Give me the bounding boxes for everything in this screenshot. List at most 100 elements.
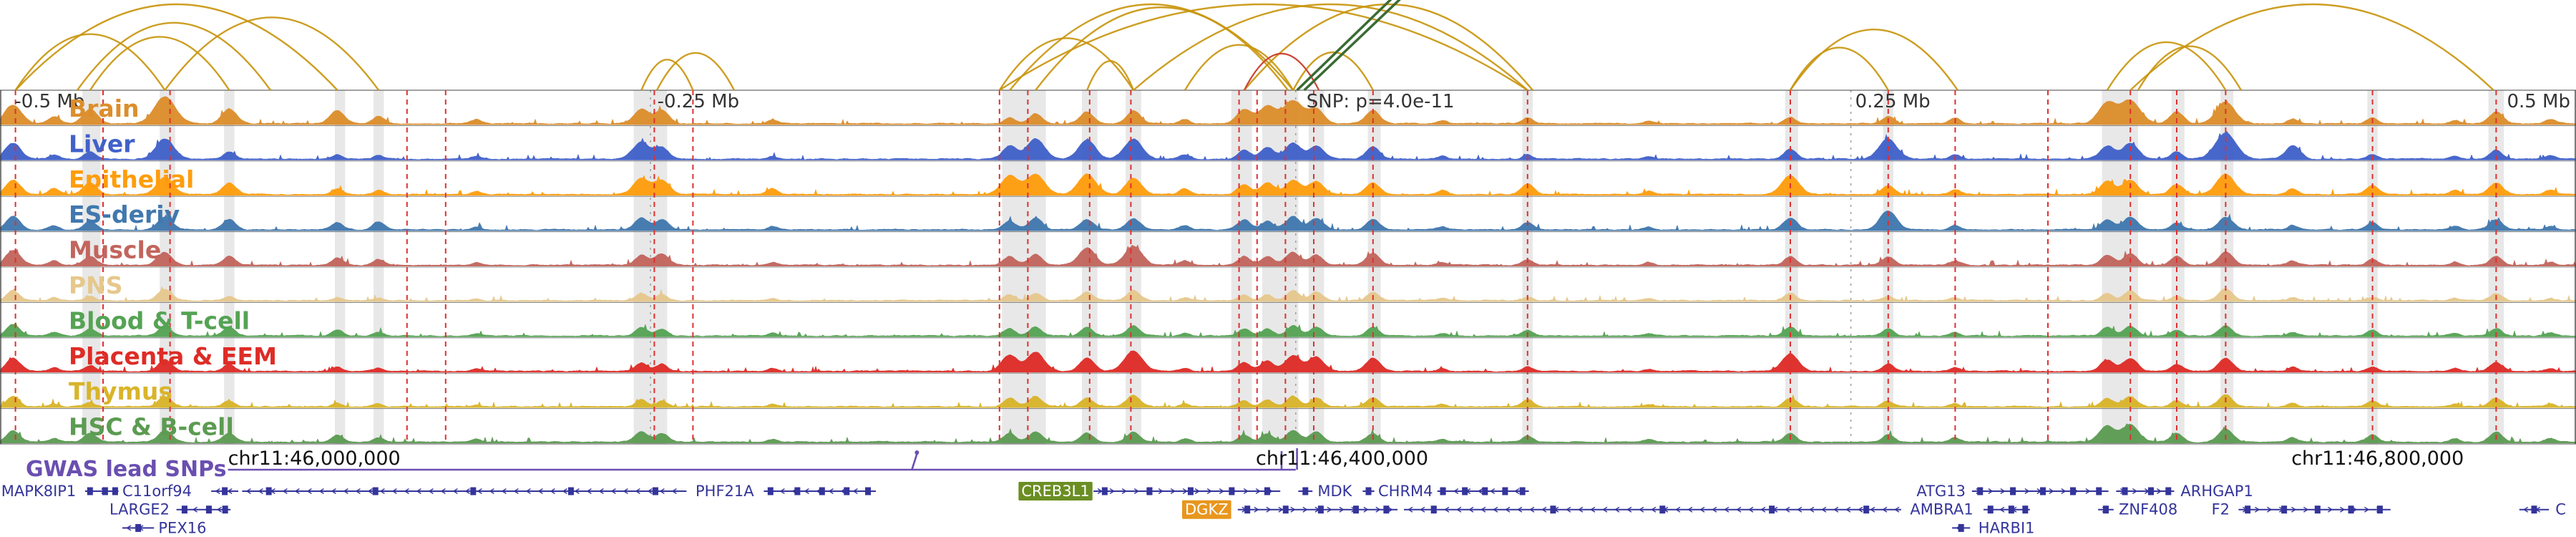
- gene-strand-arrow: [779, 488, 785, 494]
- gene-strand-arrow: [623, 488, 628, 494]
- track-label-Epithelial[interactable]: Epithelial: [69, 165, 194, 193]
- gene-exon: [1101, 487, 1108, 495]
- position-label: SNP: p=4.0e-11: [1307, 91, 1455, 112]
- gene-label-MDK[interactable]: MDK: [1317, 483, 1352, 500]
- gene-exon: [2531, 505, 2537, 514]
- gene-label-LARGE2[interactable]: LARGE2: [109, 501, 170, 518]
- signal-track-Muscle[interactable]: [0, 244, 2576, 266]
- gene-label-MAPK8IP1[interactable]: MAPK8IP1: [1, 483, 77, 500]
- gene-strand-arrow: [2049, 488, 2054, 494]
- gwas-snp-tick[interactable]: [911, 453, 918, 470]
- gene-label-ARHGAP1[interactable]: ARHGAP1: [2180, 483, 2253, 500]
- gene-label-PEX16[interactable]: PEX16: [158, 519, 206, 536]
- gene-strand-arrow: [1407, 506, 1413, 513]
- gene-strand-arrow: [2061, 488, 2067, 494]
- gene-exon: [1987, 505, 1994, 514]
- gene-label-ATG13[interactable]: ATG13: [1916, 483, 1966, 500]
- gene-exon: [1244, 505, 1251, 514]
- gene-exon: [87, 487, 93, 495]
- gene-exon: [1352, 505, 1359, 514]
- gene-strand-arrow: [216, 506, 222, 513]
- gene-strand-arrow: [1785, 506, 1790, 513]
- signal-track-Brain[interactable]: [0, 96, 2576, 125]
- gene-strand-arrow: [1194, 488, 1201, 494]
- gene-strand-arrow: [513, 488, 519, 494]
- gene-label-HARBI1[interactable]: HARBI1: [1979, 519, 2035, 536]
- gene-strand-arrow: [1760, 506, 1766, 513]
- signal-track-PNS[interactable]: [0, 286, 2576, 302]
- gene-label-C[interactable]: C: [2555, 501, 2566, 518]
- gene-label-CREB3L1[interactable]: CREB3L1: [1021, 483, 1089, 500]
- gene-strand-arrow: [1517, 506, 1523, 513]
- gene-strand-arrow: [1182, 488, 1189, 494]
- gene-label-F2[interactable]: F2: [2212, 501, 2230, 518]
- signal-track-HSC & B-cell[interactable]: [0, 423, 2576, 443]
- gene-strand-arrow: [2024, 488, 2030, 494]
- gene-exon: [372, 487, 379, 495]
- gene-label-CHRM4[interactable]: CHRM4: [1378, 483, 1433, 500]
- gene-strand-arrow: [1748, 506, 1754, 513]
- track-label-Thymus[interactable]: Thymus: [69, 377, 172, 405]
- gene-strand-arrow: [1626, 506, 1632, 513]
- gene-strand-arrow: [1894, 506, 1900, 513]
- signal-track-Thymus[interactable]: [0, 392, 2576, 408]
- gene-label-DGKZ[interactable]: DGKZ: [1185, 501, 1229, 518]
- track-label-Liver[interactable]: Liver: [69, 130, 135, 158]
- gene-exon: [2008, 505, 2014, 514]
- gene-strand-arrow: [2000, 488, 2006, 494]
- gene-exon: [1519, 487, 1526, 495]
- gene-strand-arrow: [537, 488, 543, 494]
- offscreen-interaction-link: [1296, 0, 1392, 92]
- interaction-arc: [2129, 3, 2494, 91]
- signal-track-Blood & T-cell[interactable]: [0, 321, 2576, 337]
- signal-track-Placenta & EEM[interactable]: [0, 350, 2576, 373]
- gene-strand-arrow: [2328, 506, 2333, 513]
- gene-strand-arrow: [1493, 506, 1498, 513]
- signal-track-Liver[interactable]: [0, 130, 2576, 160]
- track-label-ES-deriv[interactable]: ES-deriv: [69, 200, 180, 228]
- gene-label-PHF21A[interactable]: PHF21A: [696, 483, 754, 500]
- gene-exon: [1264, 487, 1270, 495]
- gene-strand-arrow: [1290, 506, 1296, 513]
- gene-strand-arrow: [1219, 488, 1225, 494]
- gene-strand-arrow: [258, 488, 263, 494]
- gene-exon: [1769, 505, 1775, 514]
- track-label-PNS[interactable]: PNS: [69, 271, 123, 299]
- gene-strand-arrow: [318, 488, 324, 494]
- interaction-arc: [89, 36, 230, 91]
- interaction-arc: [640, 59, 694, 91]
- gene-strand-arrow: [1158, 488, 1164, 494]
- gene-strand-arrow: [1387, 506, 1393, 513]
- track-label-Blood & T-cell[interactable]: Blood & T-cell: [69, 306, 250, 334]
- gene-strand-arrow: [2340, 506, 2346, 513]
- track-label-Muscle[interactable]: Muscle: [69, 236, 161, 264]
- gene-strand-arrow: [1858, 506, 1863, 513]
- gene-label-AMBRA1[interactable]: AMBRA1: [1910, 501, 1973, 518]
- gene-exon: [1482, 487, 1488, 495]
- gene-strand-arrow: [1614, 506, 1620, 513]
- gene-exon: [2069, 487, 2076, 495]
- signal-track-Epithelial[interactable]: [0, 173, 2576, 196]
- gene-strand-arrow: [1206, 488, 1213, 494]
- gene-exon: [470, 487, 477, 495]
- gene-strand-arrow: [1821, 506, 1827, 513]
- track-label-Brain[interactable]: Brain: [69, 95, 140, 122]
- gene-label-ZNF408[interactable]: ZNF408: [2119, 501, 2177, 518]
- gene-strand-arrow: [1133, 488, 1140, 494]
- gene-exon: [2245, 505, 2251, 514]
- gene-label-C11orf94[interactable]: C11orf94: [122, 483, 192, 500]
- gene-strand-arrow: [1121, 488, 1128, 494]
- track-label-Placenta & EEM[interactable]: Placenta & EEM: [69, 342, 277, 370]
- gene-exon: [567, 487, 574, 495]
- gene-strand-arrow: [1339, 506, 1345, 513]
- track-label-HSC & B-cell[interactable]: HSC & B-cell: [69, 413, 234, 441]
- gwas-snp-dot[interactable]: [914, 450, 919, 455]
- gene-strand-arrow: [2085, 488, 2091, 494]
- signal-track-ES-deriv[interactable]: [0, 211, 2576, 231]
- gene-strand-arrow: [2267, 506, 2273, 513]
- gene-exon: [222, 487, 228, 495]
- gene-strand-arrow: [1699, 506, 1705, 513]
- coordinate-label: chr11:46,400,000: [1256, 448, 1428, 470]
- gene-exon: [2348, 505, 2354, 514]
